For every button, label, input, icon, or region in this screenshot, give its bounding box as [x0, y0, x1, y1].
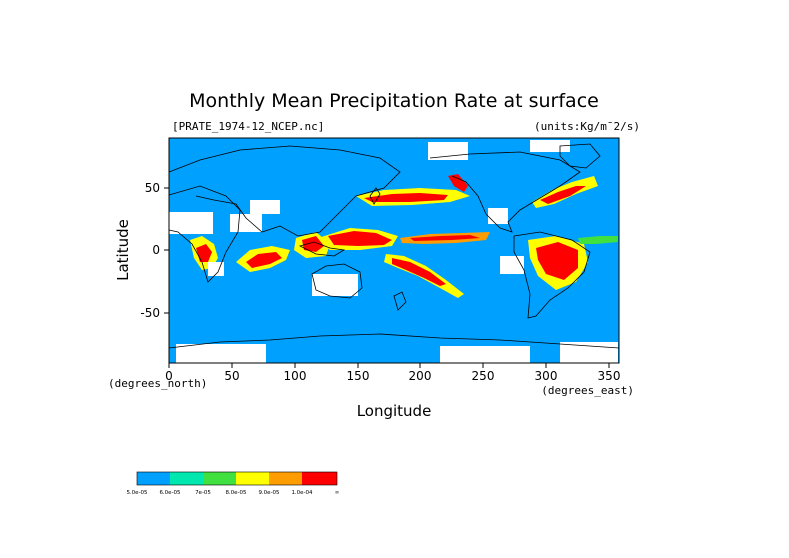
band-band-maritime-continent-core	[302, 236, 324, 252]
colorbar-label: 5.0e-05	[126, 490, 148, 496]
x-axis-label: Longitude	[357, 402, 432, 420]
band-band-itcz-west-core	[328, 231, 392, 246]
band-band-itcz-central-core	[410, 235, 480, 241]
colorbar	[136, 471, 338, 486]
masked-regions	[169, 140, 618, 363]
mask-mask-mexico	[488, 208, 508, 224]
band-band-atlantic-itcz	[578, 236, 618, 244]
colorbar-swatch	[137, 472, 170, 485]
colorbar-swatch	[236, 472, 269, 485]
coast-coast-africa	[168, 185, 241, 283]
band-band-africa-core	[196, 244, 212, 262]
mask-mask-kalahari	[208, 262, 224, 276]
x-tick-label: 150	[347, 369, 370, 383]
mask-mask-sahara	[169, 212, 213, 234]
colorbar-label: 1.0e-04	[291, 490, 313, 496]
mask-mask-central-asia	[250, 200, 280, 214]
y-tick-label: 50	[145, 181, 160, 195]
band-band-north-atlantic-core	[540, 186, 586, 204]
x-tick-label: 0	[165, 369, 173, 383]
coast-coast-eurasia	[168, 145, 401, 237]
x-tick-labels: 0 50 100 150 200 250 300 350	[165, 369, 620, 383]
x-tick-label: 250	[472, 369, 495, 383]
file-label: [PRATE_1974-12_NCEP.nc]	[172, 120, 324, 133]
mask-mask-antarctica-west	[176, 344, 266, 363]
units-label: (units:Kg/m¯2/s)	[534, 120, 640, 133]
coast-coast-greenland	[559, 143, 601, 169]
mask-mask-east-pacific-south	[500, 256, 524, 274]
mask-mask-arabia	[230, 214, 262, 232]
y-tick-label: 0	[152, 243, 160, 257]
x-tick-label: 200	[409, 369, 432, 383]
colorbar-label: ∞	[335, 490, 340, 496]
mask-mask-australia	[312, 274, 358, 296]
colorbar-swatch	[269, 472, 302, 485]
chart-title: Monthly Mean Precipitation Rate at surfa…	[189, 90, 599, 112]
band-band-indian-ocean-core	[246, 252, 282, 268]
x-tick-label: 350	[598, 369, 621, 383]
colorbar-label: 9.0e-05	[258, 490, 280, 496]
x-tick-label: 50	[224, 369, 239, 383]
x-tick-label: 100	[284, 369, 307, 383]
colorbar-swatch	[302, 472, 337, 485]
map-panel: 0 50 100 150 200 250 300 350 50 0 -50	[140, 137, 620, 383]
colorbar-label: 8.0e-05	[225, 490, 247, 496]
band-band-north-pacific-east	[448, 174, 468, 192]
band-band-spcz-core	[392, 258, 446, 286]
y-tick-label: -50	[140, 306, 160, 320]
band-band-amazon-core	[536, 242, 578, 280]
coast-coast-australia	[311, 263, 363, 299]
mask-mask-antarctica-east	[440, 346, 530, 363]
precipitation-bands	[190, 174, 618, 298]
colorbar-label: 6.0e-05	[159, 490, 181, 496]
colorbar-label: 7e-05	[195, 490, 211, 496]
x-tick-label: 300	[535, 369, 558, 383]
coast-coast-antarctica	[168, 333, 620, 349]
y-axis	[164, 187, 169, 314]
y-tick-labels: 50 0 -50	[140, 181, 160, 320]
coast-coast-indonesia	[298, 241, 346, 257]
colorbar-labels: 5.0e-05 6.0e-05 7e-05 8.0e-05 9.0e-05 1.…	[126, 490, 339, 496]
coast-coast-japan	[369, 187, 381, 205]
band-band-pacific-north-storm-core	[364, 193, 448, 202]
coast-coast-new-zealand	[393, 291, 407, 311]
x-unit-note: (degrees_east)	[541, 384, 634, 397]
coast-coast-north-america	[429, 151, 581, 233]
y-axis-label: Latitude	[114, 219, 132, 281]
colorbar-frame	[136, 471, 338, 486]
mask-mask-antarctica-pole	[560, 342, 618, 363]
coastlines	[168, 143, 620, 349]
y-unit-note: (degrees_north)	[108, 377, 207, 390]
colorbar-swatch	[170, 472, 203, 485]
colorbar-swatch	[203, 472, 236, 485]
x-axis	[168, 363, 610, 368]
coast-coast-south-america	[513, 231, 591, 319]
